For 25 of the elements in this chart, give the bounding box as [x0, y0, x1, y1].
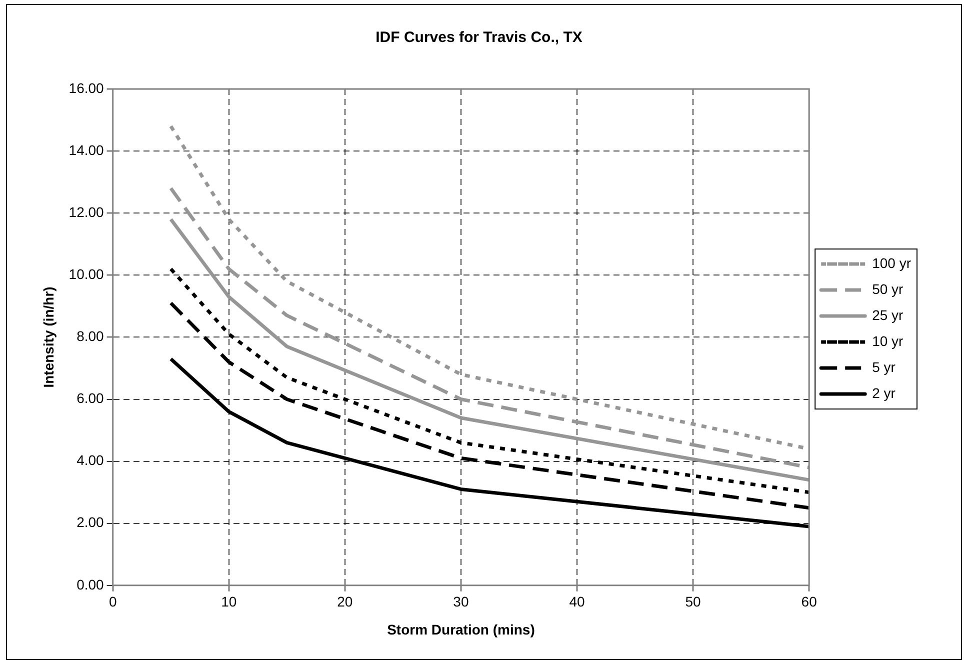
- x-tick-label: 60: [801, 594, 818, 610]
- y-tick-label: 8.00: [76, 328, 104, 344]
- x-tick-label: 30: [453, 594, 469, 610]
- y-tick-label: 10.00: [68, 266, 104, 282]
- y-tick-label: 4.00: [76, 452, 104, 468]
- legend-label: 100 yr: [872, 254, 912, 271]
- x-tick-label: 40: [569, 594, 585, 610]
- legend-label: 10 yr: [872, 332, 904, 349]
- x-tick-label: 50: [685, 594, 702, 610]
- y-tick-label: 0.00: [76, 576, 104, 592]
- x-tick-label: 20: [337, 594, 353, 610]
- y-tick-label: 16.00: [68, 80, 104, 96]
- y-tick-label: 2.00: [76, 514, 104, 530]
- y-axis-title: Intensity (in/hr): [40, 286, 56, 388]
- legend-label: 2 yr: [872, 384, 896, 401]
- legend-label: 50 yr: [872, 280, 904, 297]
- y-tick-label: 12.00: [68, 204, 104, 220]
- legend-label: 5 yr: [872, 358, 896, 375]
- x-tick-label: 10: [221, 594, 237, 610]
- x-axis-title: Storm Duration (mins): [387, 621, 535, 638]
- y-tick-label: 6.00: [76, 390, 104, 406]
- y-tick-label: 14.00: [68, 142, 104, 158]
- x-tick-label: 0: [108, 594, 117, 610]
- chart-title: IDF Curves for Travis Co., TX: [376, 29, 582, 46]
- legend-label: 25 yr: [872, 306, 904, 323]
